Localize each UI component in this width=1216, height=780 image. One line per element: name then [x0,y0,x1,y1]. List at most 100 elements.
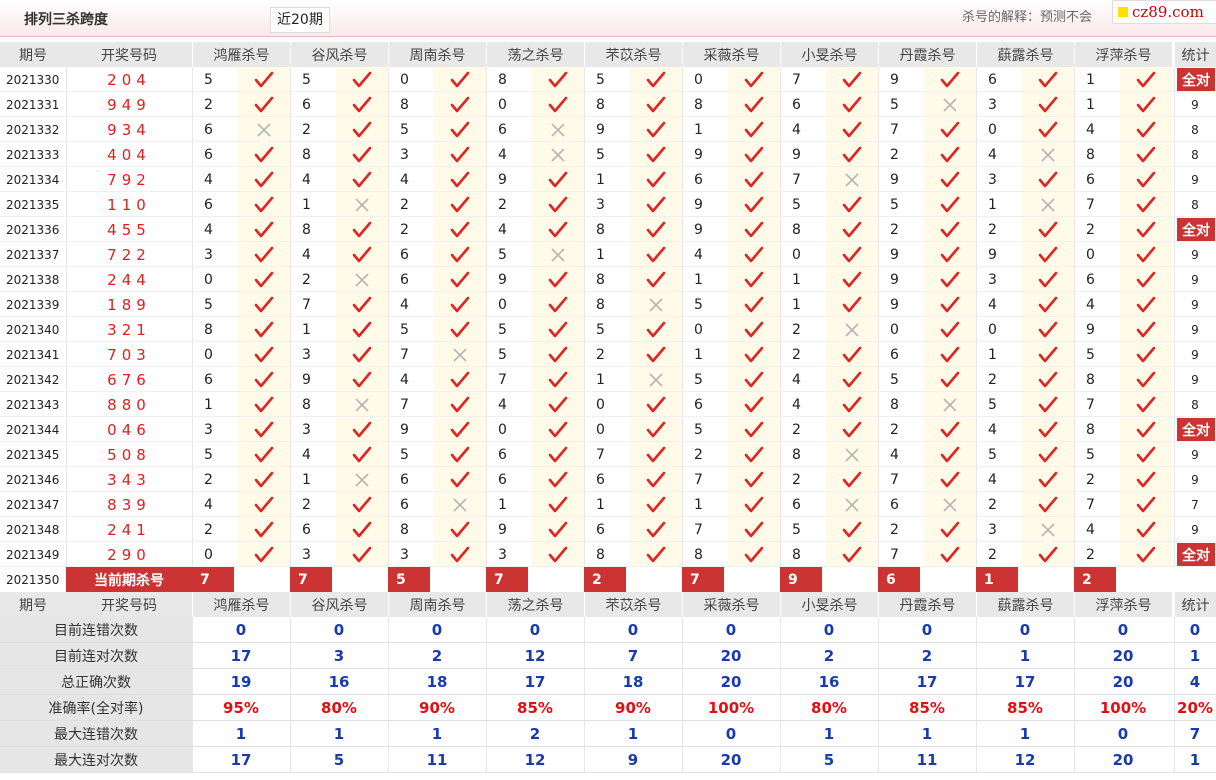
summary-value: 0 [333,621,345,639]
hit-mark [238,167,290,192]
column-divider [780,542,781,567]
row-divider [0,746,1216,747]
summary-stat-value: 4 [1189,673,1201,691]
check-icon [1136,271,1156,287]
kill-number: 7 [302,296,311,313]
stat-cell: 9 [1174,92,1216,117]
kill-number: 6 [694,396,703,413]
cross-icon [649,372,663,387]
check-icon [1136,246,1156,262]
hit-mark [434,67,486,92]
summary-value: 9 [627,751,639,769]
column-divider [780,267,781,292]
kill-number: 6 [302,96,311,113]
column-divider [1074,492,1075,517]
check-icon [1136,546,1156,562]
cross-icon [1041,147,1055,162]
kill-number: 1 [694,346,703,363]
cross-icon [551,147,565,162]
check-icon [646,496,666,512]
column-divider [584,617,585,643]
kill-number: 3 [988,271,997,288]
table-row: 2021346 343 2 1 6 6 6 7 2 7 4 2 9 [0,467,1216,492]
table-row: 2021343 880 1 8 7 4 0 6 4 8 5 7 8 [0,392,1216,417]
check-icon [646,346,666,362]
range-selector[interactable]: 近20期 [270,7,330,33]
table-row: 2021337 722 3 4 6 5 1 4 0 9 9 0 9 [0,242,1216,267]
column-divider [192,417,193,442]
check-icon [646,471,666,487]
column-divider [290,167,291,192]
column-divider [388,217,389,242]
check-icon [352,221,372,237]
row-divider [0,366,1216,367]
site-logo[interactable]: cz89.com [1112,0,1216,24]
kill-number: 5 [694,296,703,313]
summary-value: 7 [627,647,639,665]
column-divider [780,643,781,669]
period-cell: 2021343 [6,397,60,412]
hit-mark [630,517,682,542]
summary-value: 90% [419,699,455,717]
column-divider [682,267,683,292]
hit-mark [238,92,290,117]
kill-number: 9 [792,146,801,163]
check-icon [1038,221,1058,237]
column-divider [290,367,291,392]
column-header-stat: 统计 [1174,42,1216,67]
column-divider [290,217,291,242]
cross-icon [551,122,565,137]
check-icon [548,321,568,337]
hit-mark [630,217,682,242]
column-divider [66,242,67,267]
current-kill-number: 2 [1074,567,1116,592]
column-divider [486,292,487,317]
kill-number: 8 [204,321,213,338]
hit-mark [434,317,486,342]
column-header-killer: 周南杀号 [388,42,486,67]
hit-mark [434,542,486,567]
column-divider [976,317,977,342]
column-divider [584,669,585,695]
column-divider [780,617,781,643]
check-icon [940,471,960,487]
kill-number: 1 [988,346,997,363]
summary-value: 1 [823,725,835,743]
column-divider [388,542,389,567]
drawn-number-cell: 934 [107,120,151,139]
column-divider [878,142,879,167]
kill-number: 0 [498,296,507,313]
column-divider [878,267,879,292]
column-header-killer: 采薇杀号 [682,592,780,617]
hit-mark [924,192,976,217]
kill-number: 5 [596,71,605,88]
hit-mark [238,467,290,492]
kill-number: 9 [498,271,507,288]
hit-mark [1022,92,1074,117]
row-divider [0,291,1216,292]
column-divider [290,342,291,367]
check-icon [1038,421,1058,437]
column-divider [878,442,879,467]
summary-value: 12 [1014,751,1036,769]
check-icon [450,446,470,462]
column-divider [682,492,683,517]
kill-number: 6 [498,471,507,488]
check-icon [646,521,666,537]
kill-number: 2 [1086,546,1095,563]
column-divider [976,367,977,392]
column-divider [290,643,291,669]
cross-icon [355,197,369,212]
drawn-number-cell: 404 [107,145,151,164]
column-header-killer: 小旻杀号 [780,42,878,67]
column-divider [388,643,389,669]
summary-value: 20 [1112,751,1134,769]
hit-mark [336,367,388,392]
hit-mark [826,242,878,267]
kill-number: 7 [694,521,703,538]
column-divider [878,367,879,392]
kill-number: 2 [694,446,703,463]
hit-mark [532,417,584,442]
column-divider [192,217,193,242]
kill-number: 6 [792,96,801,113]
